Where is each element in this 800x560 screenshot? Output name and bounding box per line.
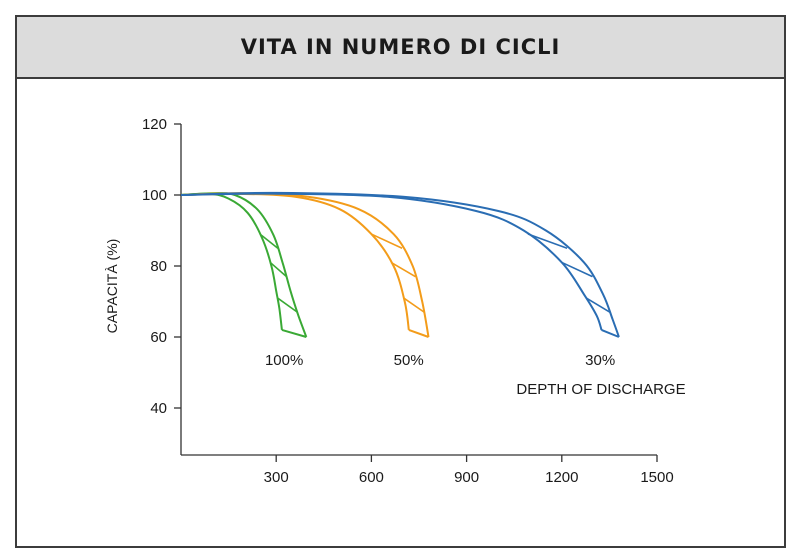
depth-of-discharge-label: DEPTH OF DISCHARGE (516, 381, 685, 398)
series-label-100pct: 100% (265, 352, 303, 369)
series-30pct-lower-line (180, 192, 603, 331)
series-30pct-hatch-0 (527, 233, 568, 250)
series-50pct-end-segment (408, 328, 429, 338)
axes (174, 123, 658, 462)
curves (180, 191, 620, 338)
series-label-30pct: 30% (585, 352, 615, 369)
x-tick-label-900: 900 (454, 469, 479, 486)
series-30pct-end-segment (601, 328, 620, 338)
series-30pct-hatch-1 (561, 261, 593, 278)
series-100pct (180, 192, 308, 338)
series-30pct (180, 191, 620, 338)
labels: 120 100 80 60 40 300 600 900 1200 1500 CAPACITÀ (%… (104, 116, 686, 486)
y-axis-label: CAPACITÀ (%) (104, 239, 120, 334)
series-100pct-lower-line (180, 192, 283, 331)
series-50pct-hatch-1 (390, 261, 416, 278)
y-tick-label-100: 100 (142, 187, 167, 204)
x-tick-label-1500: 1500 (640, 469, 673, 486)
series-label-50pct: 50% (394, 352, 424, 369)
y-tick-label-40: 40 (150, 400, 167, 417)
chart-header: VITA IN NUMERO DI CICLI (17, 17, 784, 79)
series-100pct-hatch-0 (259, 233, 279, 249)
x-tick-label-1200: 1200 (545, 469, 578, 486)
series-100pct-end-segment (281, 328, 307, 338)
series-100pct-upper-line (180, 192, 308, 338)
series-100pct-hatch-1 (269, 261, 288, 278)
series-30pct-upper-line (180, 191, 620, 338)
series-50pct-hatch-2 (403, 297, 425, 313)
series-50pct-hatch-0 (371, 233, 403, 249)
series-50pct-upper-line (180, 192, 430, 338)
series-100pct-hatch-2 (277, 297, 298, 313)
y-tick-label-80: 80 (150, 258, 167, 275)
series-30pct-hatch-2 (585, 297, 611, 313)
chart-title: VITA IN NUMERO DI CICLI (240, 35, 561, 59)
x-tick-label-300: 300 (264, 469, 289, 486)
series-50pct (180, 192, 430, 338)
y-tick-label-120: 120 (142, 116, 167, 133)
chart-frame: VITA IN NUMERO DI CICLI (15, 15, 786, 548)
y-tick-label-60: 60 (150, 329, 167, 346)
x-tick-label-600: 600 (359, 469, 384, 486)
